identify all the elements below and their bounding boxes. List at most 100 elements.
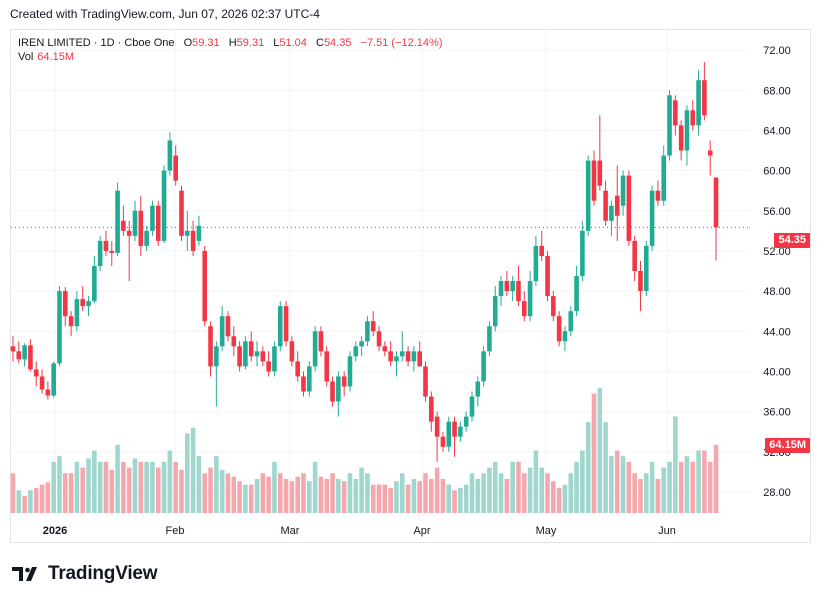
volume-bar xyxy=(376,484,382,513)
volume-bar xyxy=(713,444,719,513)
candle-body xyxy=(196,225,202,241)
volume-bar xyxy=(312,461,318,513)
volume-bar xyxy=(399,473,405,513)
candle-body xyxy=(463,416,469,427)
candle-body xyxy=(243,341,248,367)
candle-body xyxy=(103,240,109,251)
candle-body xyxy=(150,205,155,231)
candle-body xyxy=(574,276,579,312)
volume-bar xyxy=(260,473,266,513)
volume-bar xyxy=(39,484,45,513)
price-tick-label: 36.00 xyxy=(763,407,791,419)
volume-bar xyxy=(452,490,457,513)
tradingview-logo[interactable]: TradingView xyxy=(12,563,158,585)
volume-bar xyxy=(638,478,643,513)
volume-bar xyxy=(272,461,277,513)
candle-body xyxy=(382,346,388,352)
candle-body xyxy=(185,230,190,236)
price-candles xyxy=(10,62,719,462)
volume-bar xyxy=(277,473,283,513)
candle-body xyxy=(399,351,405,357)
candle-body xyxy=(97,240,103,266)
candle-body xyxy=(516,281,521,302)
volume-bar xyxy=(458,488,463,513)
volume-bar xyxy=(324,478,330,513)
price-tick-label: 60.00 xyxy=(763,166,791,178)
change-value: −7.51 (−12.14%) xyxy=(360,37,443,49)
volume-bar xyxy=(388,488,393,513)
candle-body xyxy=(690,110,696,126)
high-value: 59.31 xyxy=(236,37,265,49)
candle-body xyxy=(33,369,39,377)
close-value: 54.35 xyxy=(323,37,352,49)
volume-bar xyxy=(289,481,295,513)
candle-body xyxy=(713,177,719,228)
volume-bar xyxy=(225,473,231,513)
candle-body xyxy=(132,210,138,236)
volume-bar xyxy=(115,444,120,513)
volume-bar xyxy=(690,461,696,513)
volume-bar xyxy=(57,456,62,513)
candle-body xyxy=(649,190,655,246)
time-axis: 2026 Feb Mar Apr May Jun xyxy=(43,525,676,537)
candle-body xyxy=(556,316,562,342)
volume-bar xyxy=(661,467,667,513)
candle-body xyxy=(190,230,196,251)
candle-body xyxy=(580,230,585,277)
candle-body xyxy=(498,281,504,297)
volume-bar xyxy=(336,478,341,513)
volume-bar xyxy=(231,476,237,513)
time-tick-label: Mar xyxy=(281,525,300,537)
volume-bar xyxy=(45,482,51,513)
candle-body xyxy=(225,316,231,337)
volume-bar xyxy=(214,456,219,513)
candle-body xyxy=(248,341,254,357)
volume-bar xyxy=(527,467,533,513)
volume-bar xyxy=(341,481,347,513)
candle-body xyxy=(359,341,364,347)
candle-body xyxy=(161,170,167,241)
volume-bar xyxy=(132,458,138,513)
volume-bar xyxy=(556,488,562,513)
candle-body xyxy=(16,351,22,360)
volume-bar xyxy=(574,461,579,513)
price-tick-label: 44.00 xyxy=(763,326,791,338)
volume-bar xyxy=(551,481,556,513)
candle-body xyxy=(702,80,707,116)
price-tick-label: 52.00 xyxy=(763,246,791,258)
candle-body xyxy=(626,175,632,241)
volume-bar xyxy=(707,461,713,513)
volume-bar xyxy=(405,484,411,513)
candle-body xyxy=(167,140,173,171)
candle-body xyxy=(434,416,440,437)
volume-bar xyxy=(487,467,492,513)
candle-body xyxy=(510,281,515,292)
candle-body xyxy=(609,205,614,221)
volume-bar xyxy=(190,427,196,513)
candle-body xyxy=(429,396,434,422)
time-tick-label: Jun xyxy=(658,525,676,537)
volume-bar xyxy=(446,484,452,513)
volume-bar xyxy=(155,467,161,513)
candle-body xyxy=(330,381,335,402)
candle-body xyxy=(295,361,300,377)
candle-body xyxy=(318,331,324,352)
close-label: C xyxy=(315,37,324,49)
candle-body xyxy=(307,366,312,392)
volume-bar xyxy=(185,433,190,513)
candle-body xyxy=(312,331,318,367)
candle-body xyxy=(365,321,370,342)
candle-body xyxy=(562,331,568,342)
candle-body xyxy=(696,80,701,126)
volume-bar xyxy=(10,473,16,513)
volume-bar xyxy=(359,467,364,513)
volume-bar xyxy=(417,481,422,513)
volume-bar xyxy=(248,484,254,513)
low-label: L xyxy=(273,37,280,49)
price-tick-label: 48.00 xyxy=(763,286,791,298)
tradingview-logo-icon xyxy=(12,567,37,581)
candle-body xyxy=(22,345,27,360)
volume-bar xyxy=(580,450,585,513)
volume-legend: Vol 64.15M xyxy=(18,51,74,63)
